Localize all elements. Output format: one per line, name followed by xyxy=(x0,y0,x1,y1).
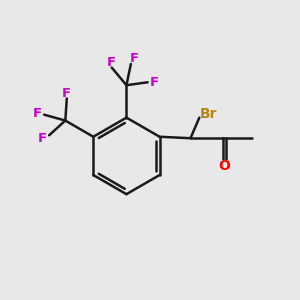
Text: F: F xyxy=(150,76,159,89)
Text: F: F xyxy=(107,56,116,69)
Text: F: F xyxy=(33,107,42,120)
Text: F: F xyxy=(38,132,47,145)
Text: O: O xyxy=(219,159,231,173)
Text: F: F xyxy=(62,87,71,100)
Text: Br: Br xyxy=(200,107,218,121)
Text: F: F xyxy=(130,52,139,65)
